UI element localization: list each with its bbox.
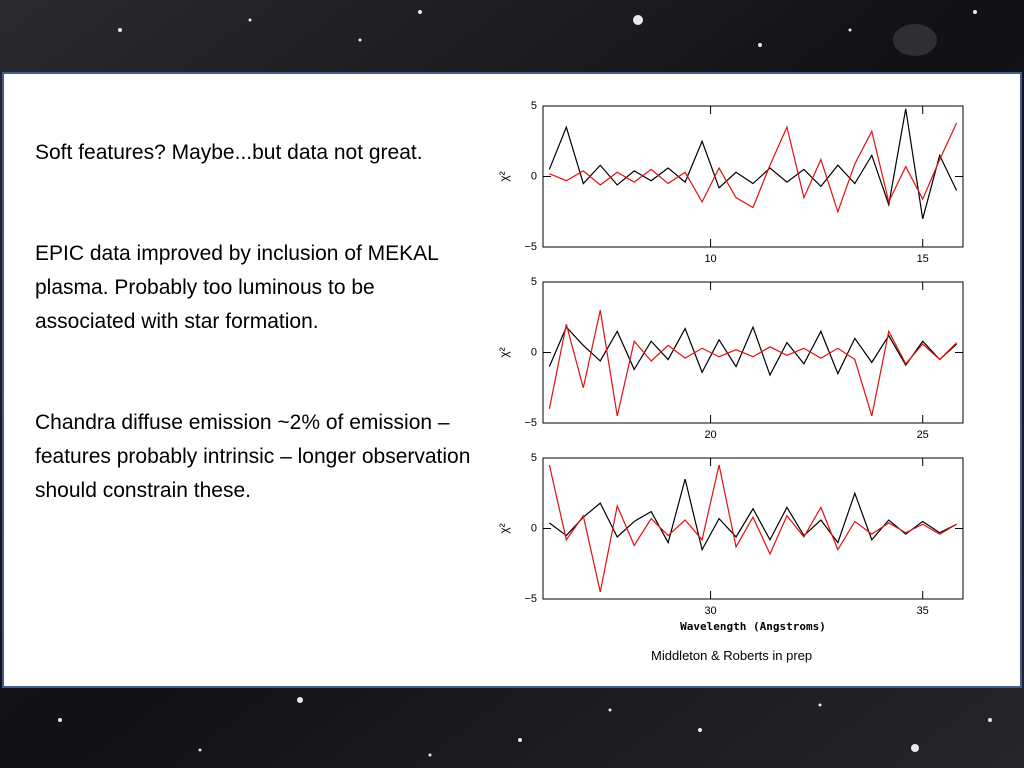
series-line — [549, 122, 958, 214]
y-tick-label: 5 — [531, 452, 537, 464]
bullet: Soft features? Maybe...but data not grea… — [35, 141, 423, 164]
x-tick-label: 35 — [917, 605, 929, 617]
bullet: Chandra diffuse emission ~2% of emission… — [35, 411, 471, 502]
series-line — [549, 478, 957, 552]
x-tick-label: 10 — [704, 253, 716, 265]
y-axis-label: χ² — [497, 523, 511, 533]
x-tick-label: 20 — [704, 429, 716, 441]
y-tick-label: 0 — [531, 522, 537, 534]
content-panel — [2, 72, 1022, 688]
bullet-text: Soft features? Maybe...but data not grea… — [35, 136, 475, 575]
credit: Middleton & Roberts in prep — [651, 648, 813, 663]
y-axis-label: χ² — [497, 347, 511, 357]
series-line — [548, 108, 958, 219]
y-tick-label: −5 — [524, 417, 537, 429]
y-tick-label: 5 — [531, 276, 537, 288]
y-tick-label: 5 — [531, 100, 537, 112]
x-tick-label: 15 — [917, 253, 929, 265]
series-line — [548, 464, 957, 593]
x-tick-label: 30 — [704, 605, 716, 617]
y-tick-label: −5 — [524, 593, 537, 605]
series-line — [548, 325, 958, 377]
series-line — [548, 310, 958, 417]
bullet: EPIC data improved by inclusion of MEKAL… — [35, 242, 439, 333]
x-tick-label: 25 — [917, 429, 929, 441]
y-tick-label: 0 — [531, 346, 537, 358]
plot-frame — [542, 457, 964, 600]
y-axis-label: χ² — [497, 171, 511, 181]
plot-frame — [542, 105, 964, 248]
y-tick-label: −5 — [524, 241, 537, 253]
x-axis-label: Wavelength (Angstroms) — [680, 620, 826, 633]
y-tick-label: 0 — [531, 170, 537, 182]
